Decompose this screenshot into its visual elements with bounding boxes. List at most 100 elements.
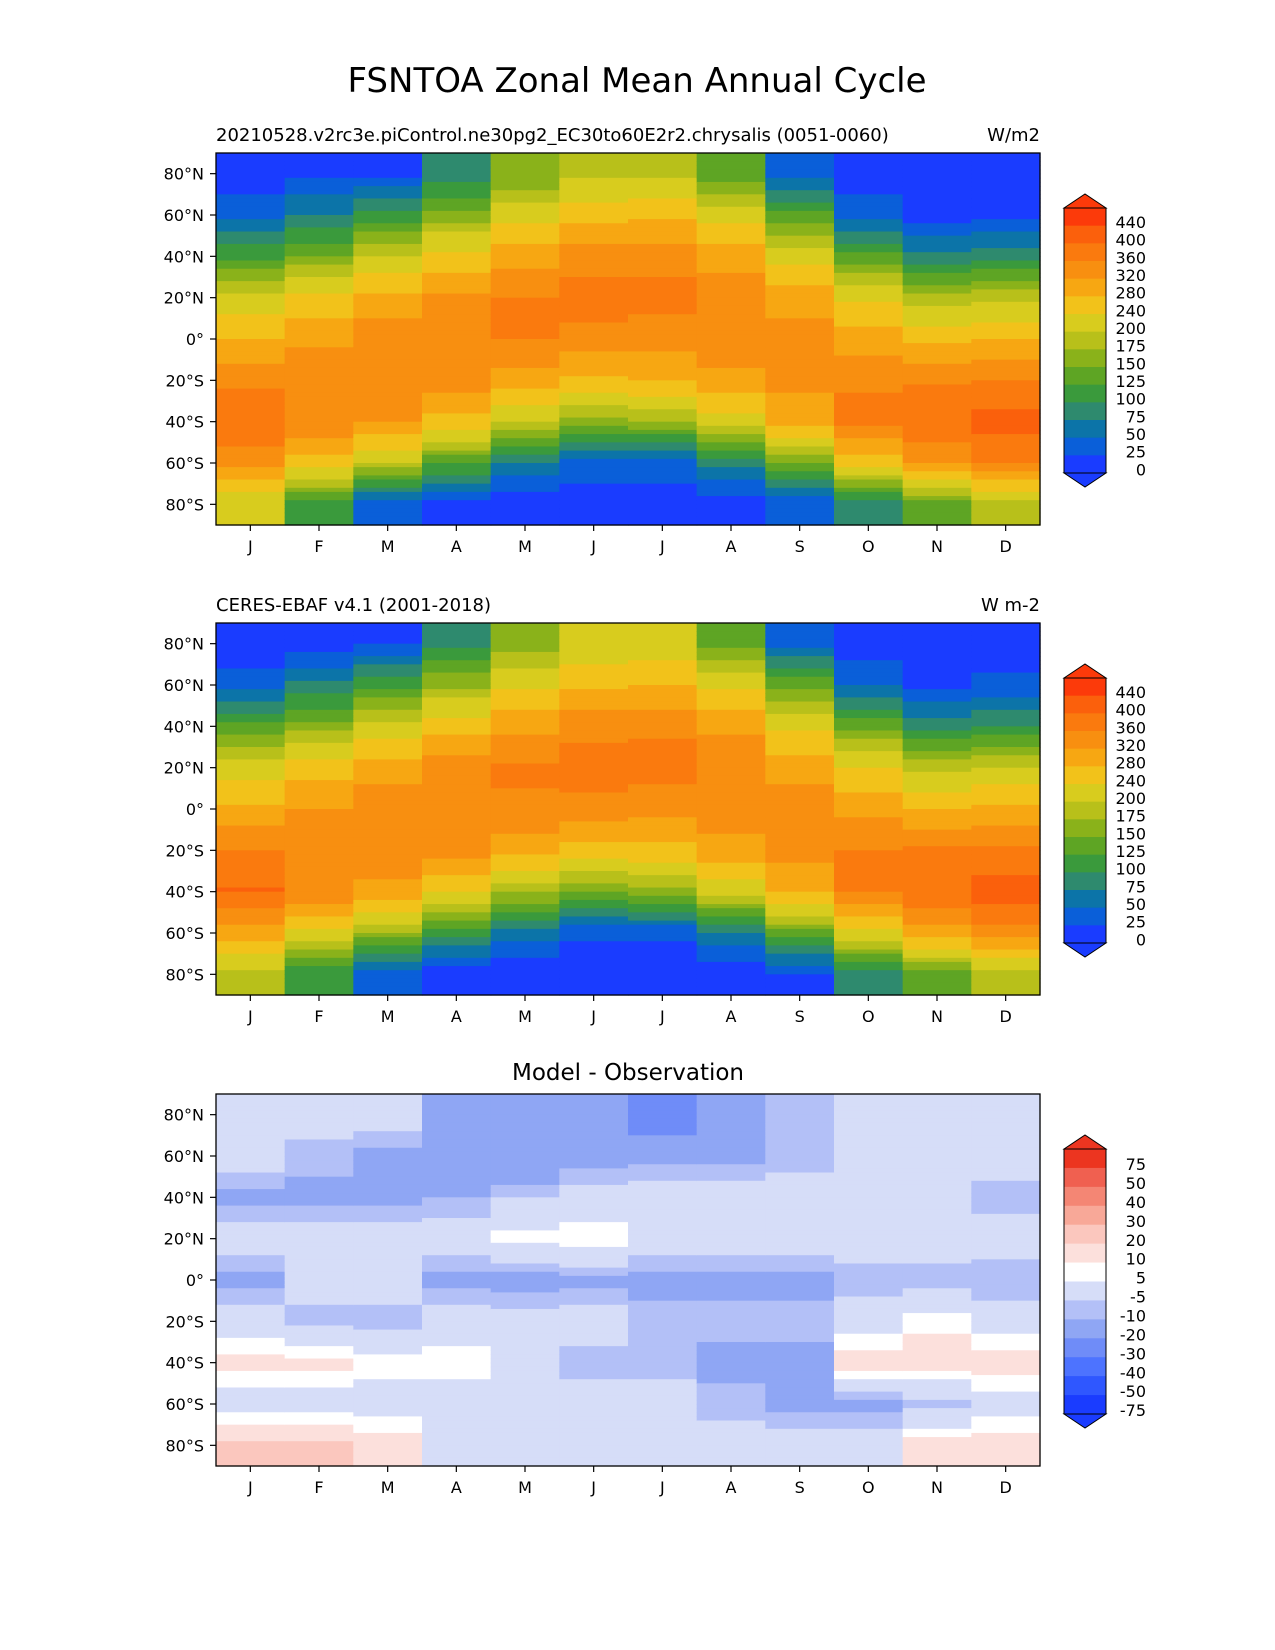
heatmap-cell [628, 895, 698, 901]
heatmap-cell [765, 318, 835, 324]
heatmap-cell [696, 434, 766, 439]
heatmap-cell [490, 438, 560, 443]
y-tick-label: 40°N [164, 717, 204, 736]
heatmap-cell [559, 1246, 629, 1252]
heatmap-cell [216, 1280, 286, 1285]
heatmap-cell [559, 961, 629, 967]
heatmap-cell [284, 1350, 354, 1355]
heatmap-cell [490, 1118, 560, 1124]
heatmap-cell [971, 990, 1041, 996]
heatmap-cell [628, 1118, 698, 1124]
heatmap-cell [559, 821, 629, 827]
heatmap-cell [696, 809, 766, 814]
heatmap-cell [422, 1428, 492, 1434]
heatmap-cell [765, 961, 835, 967]
heatmap-cell [490, 895, 560, 901]
heatmap-cell [353, 1366, 423, 1372]
heatmap-cell [902, 173, 972, 179]
heatmap-cell [696, 409, 766, 414]
heatmap-cell [559, 1292, 629, 1298]
heatmap-cell [971, 949, 1041, 955]
heatmap-cell [971, 1275, 1041, 1281]
heatmap-cell [490, 384, 560, 390]
heatmap-cell [834, 846, 904, 851]
heatmap-cell [490, 1176, 560, 1182]
heatmap-cell [971, 759, 1041, 765]
heatmap-cell [834, 1263, 904, 1269]
colorbar-frame [1063, 677, 1107, 944]
heatmap-cell [834, 343, 904, 348]
heatmap-cell [765, 1441, 835, 1446]
heatmap-cell [696, 920, 766, 926]
heatmap-cell [422, 1304, 492, 1310]
heatmap-cell [284, 277, 354, 282]
heatmap-cell [353, 1122, 423, 1128]
heatmap-cell [765, 664, 835, 670]
heatmap-cell [284, 405, 354, 410]
heatmap-cell [971, 1172, 1041, 1178]
heatmap-cell [765, 1193, 835, 1198]
heatmap-cell [284, 833, 354, 839]
heatmap-cell [216, 990, 286, 996]
heatmap-cell [353, 467, 423, 472]
heatmap-cell [971, 1238, 1041, 1244]
heatmap-cell [628, 425, 698, 431]
heatmap-cell [490, 413, 560, 419]
heatmap-cell [696, 425, 766, 431]
heatmap-cell [490, 916, 560, 922]
heatmap-cell [216, 372, 286, 377]
heatmap-cell [971, 842, 1041, 847]
heatmap-cell [971, 718, 1041, 723]
heatmap-cell [834, 1412, 904, 1417]
heatmap-cell [628, 388, 698, 394]
heatmap-cell [284, 676, 354, 682]
heatmap-cell [490, 1222, 560, 1227]
heatmap-cell [353, 1238, 423, 1244]
heatmap-cell [902, 277, 972, 282]
heatmap-cell [765, 908, 835, 913]
heatmap-cell [353, 1461, 423, 1467]
heatmap-cell [902, 895, 972, 901]
heatmap-cell [490, 1358, 560, 1364]
heatmap-cell [834, 775, 904, 781]
heatmap-cell [628, 713, 698, 719]
heatmap-cell [765, 1453, 835, 1459]
heatmap-cell [696, 500, 766, 505]
heatmap-cell [559, 957, 629, 963]
heatmap-cell [559, 850, 629, 856]
heatmap-cell [834, 1131, 904, 1136]
heatmap-cell [422, 1238, 492, 1244]
heatmap-cell [284, 1110, 354, 1116]
heatmap-cell [902, 190, 972, 195]
heatmap-cell [628, 285, 698, 290]
heatmap-cell [422, 1234, 492, 1240]
heatmap-cell [216, 908, 286, 913]
colorbar-segment [1064, 331, 1106, 350]
heatmap-cell [971, 1246, 1041, 1252]
colorbar-segment [1064, 713, 1106, 732]
heatmap-cell [834, 771, 904, 777]
heatmap-cell [628, 829, 698, 835]
heatmap-cell [696, 1308, 766, 1314]
heatmap-cell [490, 454, 560, 460]
heatmap-cell [559, 1296, 629, 1302]
heatmap-cell [971, 908, 1041, 913]
heatmap-cell [971, 833, 1041, 839]
heatmap-cell [216, 982, 286, 988]
heatmap-cell [628, 173, 698, 179]
heatmap-cell [696, 516, 766, 522]
heatmap-cell [834, 862, 904, 868]
x-tick-label: O [862, 1007, 875, 1026]
heatmap-cell [490, 693, 560, 698]
heatmap-cell [353, 804, 423, 810]
colorbar-segment [1064, 208, 1106, 227]
colorbar-segment [1064, 1243, 1106, 1264]
heatmap-cell [284, 409, 354, 414]
heatmap-cell [490, 660, 560, 665]
colorbar-frame [1063, 207, 1107, 474]
heatmap-cell [971, 380, 1041, 386]
heatmap-cell [559, 256, 629, 262]
heatmap-cell [422, 680, 492, 686]
colorbar-tick-label: -40 [1120, 1363, 1146, 1382]
heatmap-cell [559, 1284, 629, 1289]
